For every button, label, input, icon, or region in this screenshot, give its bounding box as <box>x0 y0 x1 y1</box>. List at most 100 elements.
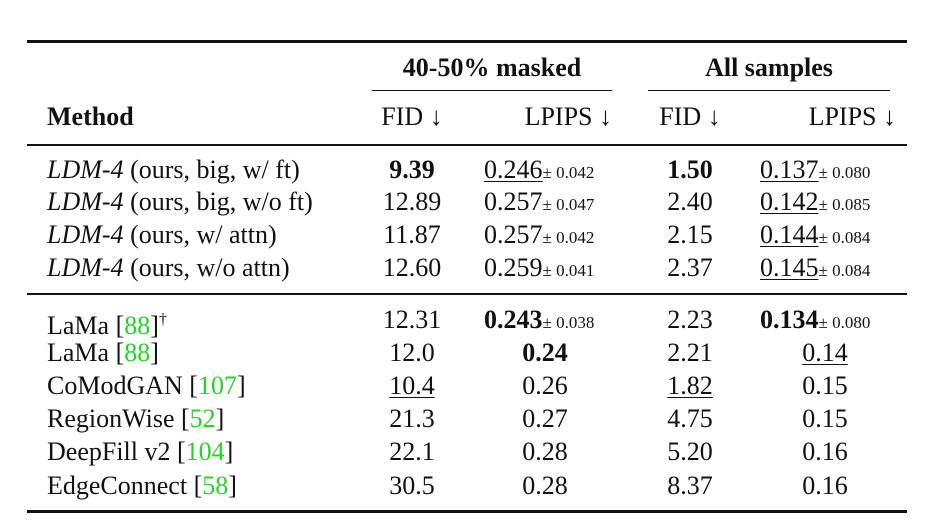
lpips-all-cell: 0.16 <box>802 471 848 500</box>
mid-rule <box>27 293 907 295</box>
method-cell: LDM-4 (ours, w/o attn) <box>47 252 290 284</box>
fid-value: 1.82 <box>667 371 713 400</box>
header-fid-all: FID ↓ <box>659 102 721 131</box>
lpips-all-cell: 0.145± 0.084 <box>750 252 900 287</box>
fid-masked-cell: 10.4 <box>362 370 462 402</box>
table-row: EdgeConnect [58] 30.5 0.28 8.37 0.16 <box>0 470 940 502</box>
table-row: LDM-4 (ours, big, w/ ft) 9.39 0.246± 0.0… <box>0 154 940 186</box>
lpips-all-cell: 0.15 <box>802 404 848 433</box>
fid-all-cell: 5.20 <box>667 437 713 466</box>
lpips-value: 0.246 <box>484 155 543 184</box>
bottom-rule <box>27 510 907 513</box>
method-cell: DeepFill v2 [104] <box>47 437 234 466</box>
header-fid-masked: FID ↓ <box>381 102 443 131</box>
method-cell: RegionWise [52] <box>47 404 225 433</box>
dagger-mark: † <box>158 311 167 328</box>
table-row: LDM-4 (ours, w/ attn) 11.87 0.257± 0.042… <box>0 219 940 251</box>
lpips-std: ± 0.085 <box>818 195 871 214</box>
lpips-all-cell: 0.137± 0.080 <box>750 154 900 189</box>
group-rule-masked <box>372 90 612 91</box>
lpips-std: ± 0.041 <box>542 261 595 280</box>
table-row: LDM-4 (ours, big, w/o ft) 12.89 0.257± 0… <box>0 186 940 218</box>
method-cell: LaMa [88]† <box>47 311 167 340</box>
lpips-value: 0.145 <box>760 253 819 282</box>
method-cell: LDM-4 (ours, w/ attn) <box>47 219 277 251</box>
method-cell: CoModGAN [107] <box>47 371 246 400</box>
lpips-value: 0.142 <box>760 187 819 216</box>
method-cell: LDM-4 (ours, big, w/o ft) <box>47 186 313 218</box>
lpips-masked-cell: 0.257± 0.042 <box>470 219 620 254</box>
lpips-std: ± 0.084 <box>818 261 871 280</box>
lpips-all-cell: 0.144± 0.084 <box>750 219 900 254</box>
lpips-value: 0.259 <box>484 253 543 282</box>
citation-link[interactable]: 107 <box>197 371 237 400</box>
table-row: LDM-4 (ours, w/o attn) 12.60 0.259± 0.04… <box>0 252 940 284</box>
lpips-value: 0.257 <box>484 220 543 249</box>
citation-link[interactable]: 104 <box>185 437 225 466</box>
lpips-masked-cell: 0.24 <box>522 338 568 367</box>
method-name: LDM-4 <box>47 155 124 184</box>
lpips-all-cell: 0.142± 0.085 <box>750 186 900 221</box>
method-name: DeepFill v2 <box>47 437 177 466</box>
fid-masked-cell: 12.0 <box>389 338 435 367</box>
method-variant: (ours, w/o attn) <box>123 253 290 282</box>
method-name: LDM-4 <box>47 253 124 282</box>
lpips-value: 0.243 <box>484 305 543 334</box>
fid-all-cell: 2.21 <box>667 338 713 367</box>
lpips-value: 0.257 <box>484 187 543 216</box>
method-name: LaMa <box>47 311 116 340</box>
lpips-all-cell: 0.16 <box>802 437 848 466</box>
lpips-masked-cell: 0.243± 0.038 <box>470 304 620 339</box>
method-name: LDM-4 <box>47 220 124 249</box>
table-row: RegionWise [52] 21.3 0.27 4.75 0.15 <box>0 403 940 435</box>
table-row: DeepFill v2 [104] 22.1 0.28 5.20 0.16 <box>0 436 940 468</box>
lpips-all-cell: 0.14 <box>750 337 900 369</box>
fid-masked-cell: 11.87 <box>383 220 441 249</box>
fid-masked-cell: 9.39 <box>389 155 435 184</box>
method-variant: (ours, big, w/ ft) <box>123 155 300 184</box>
method-cell: LaMa [88] <box>47 338 159 367</box>
fid-masked-cell: 12.60 <box>382 253 442 282</box>
citation-link[interactable]: 52 <box>189 404 216 433</box>
table-row: CoModGAN [107] 10.4 0.26 1.82 0.15 <box>0 370 940 402</box>
citation-link[interactable]: 88 <box>124 311 151 340</box>
fid-masked-cell: 12.89 <box>382 187 442 216</box>
fid-masked-cell: 22.1 <box>389 437 435 466</box>
lpips-std: ± 0.047 <box>542 195 595 214</box>
header-lpips-all: LPIPS ↓ <box>808 102 896 131</box>
table-row: LaMa [88] 12.0 0.24 2.21 0.14 <box>0 337 940 369</box>
lpips-value: 0.14 <box>802 338 848 367</box>
fid-all-cell: 4.75 <box>667 404 713 433</box>
lpips-std: ± 0.042 <box>542 163 595 182</box>
fid-all-cell: 2.23 <box>667 305 713 334</box>
lpips-masked-cell: 0.28 <box>522 471 568 500</box>
lpips-value: 0.144 <box>760 220 819 249</box>
method-name: EdgeConnect <box>47 471 194 500</box>
lpips-std: ± 0.080 <box>818 163 871 182</box>
method-name: LaMa <box>47 338 116 367</box>
column-header-row: Method FID ↓ LPIPS ↓ FID ↓ LPIPS ↓ <box>0 101 940 133</box>
method-variant: (ours, big, w/o ft) <box>123 187 313 216</box>
citation-link[interactable]: 58 <box>202 471 229 500</box>
lpips-all-cell: 0.15 <box>802 371 848 400</box>
method-name: RegionWise <box>47 404 181 433</box>
fid-all-cell: 2.37 <box>667 253 713 282</box>
lpips-masked-cell: 0.28 <box>522 437 568 466</box>
citation-link[interactable]: 88 <box>124 338 151 367</box>
fid-masked-cell: 21.3 <box>389 404 435 433</box>
fid-all-cell: 8.37 <box>667 471 713 500</box>
header-rule <box>27 144 907 146</box>
fid-masked-cell: 12.31 <box>382 305 442 334</box>
lpips-std: ± 0.080 <box>818 313 871 332</box>
fid-all-cell: 2.40 <box>667 187 713 216</box>
fid-value: 10.4 <box>389 371 435 400</box>
group-rule-all <box>648 90 890 91</box>
lpips-masked-cell: 0.26 <box>522 371 568 400</box>
fid-masked-cell: 30.5 <box>389 471 435 500</box>
table-row: LaMa [88]† 12.31 0.243± 0.038 2.23 0.134… <box>0 304 940 340</box>
method-variant: (ours, w/ attn) <box>123 220 277 249</box>
lpips-std: ± 0.042 <box>542 228 595 247</box>
method-name: CoModGAN <box>47 371 190 400</box>
method-name: LDM-4 <box>47 187 124 216</box>
group-header-all: All samples <box>705 53 833 82</box>
